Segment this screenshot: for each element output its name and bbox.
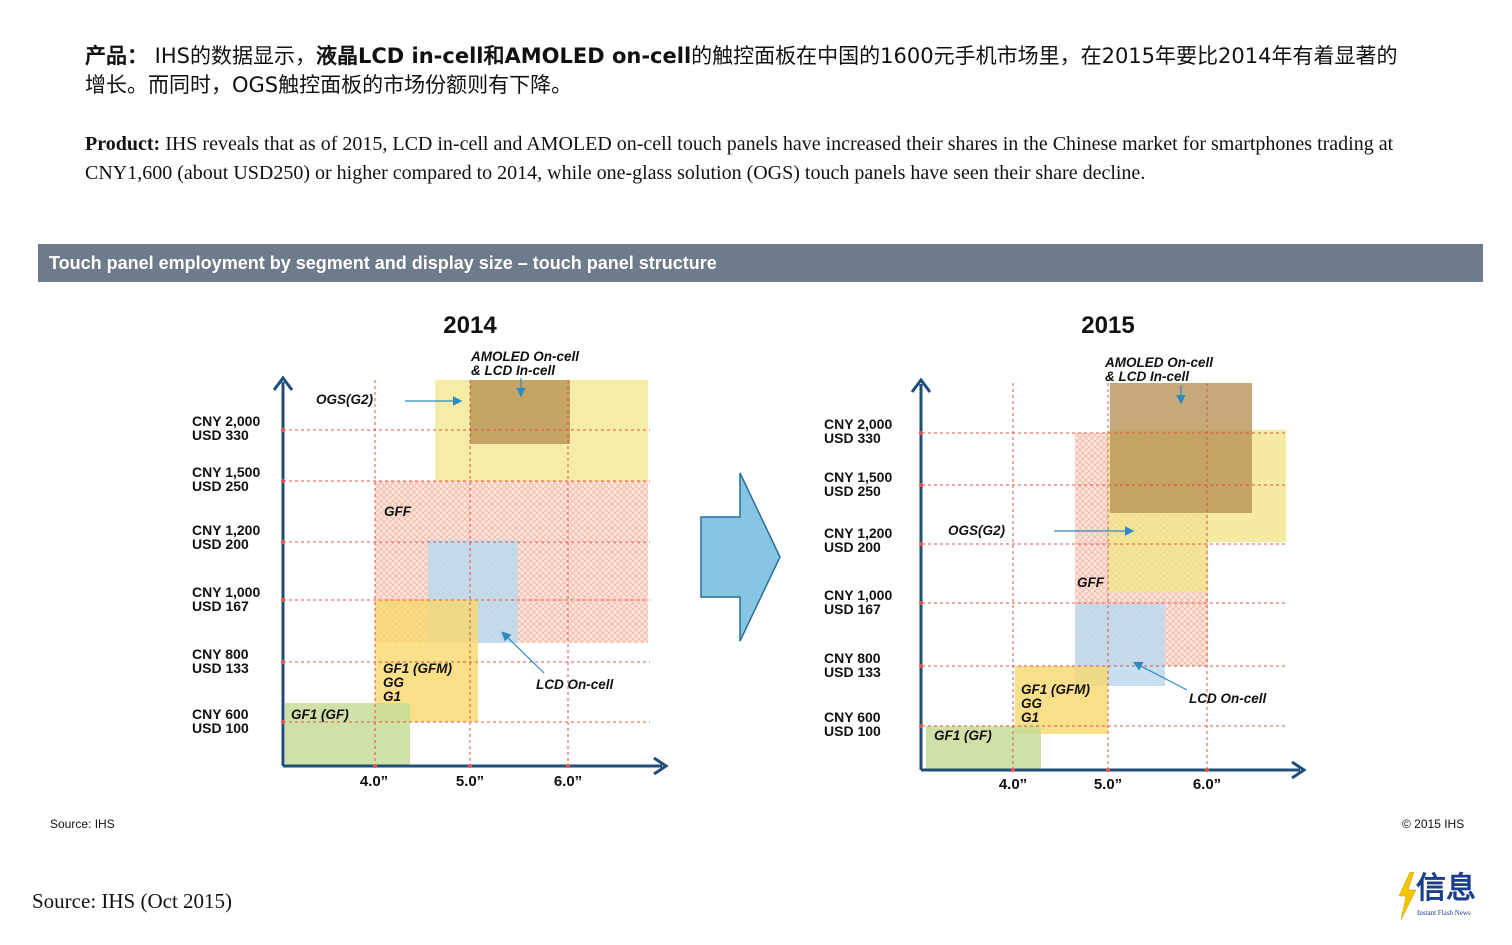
intro-chinese-bold: 液晶LCD in-cell和AMOLED on-cell <box>316 44 692 68</box>
y-label-usd-133: USD 133 <box>192 660 249 676</box>
x2-label-4: 4.0” <box>999 776 1027 793</box>
y2-label-usd-250: USD 250 <box>824 483 881 499</box>
y-label-cny-1000: CNY 1,000 <box>192 584 260 600</box>
intro-chinese-part1: IHS的数据显示， <box>148 44 316 68</box>
label-lcd-incell-2015: & LCD In-cell <box>1105 369 1189 384</box>
y-label-cny-1500: CNY 1,500 <box>192 464 260 480</box>
panel-2014: 2014 <box>192 312 669 790</box>
x-label-6: 6.0” <box>554 773 582 790</box>
region-gf1-gf-2014 <box>285 703 410 766</box>
label-gf1-gfm-2014: GF1 (GFM) <box>383 661 452 676</box>
region-amoled-2015 <box>1110 383 1252 513</box>
lightning-icon <box>1398 872 1417 920</box>
figure-source: Source: IHS <box>50 817 115 831</box>
label-gf1-gf-2014: GF1 (GF) <box>291 707 349 722</box>
y-label-cny-600: CNY 600 <box>192 706 249 722</box>
y2-label-usd-330: USD 330 <box>824 430 881 446</box>
x2-label-5: 5.0” <box>1094 776 1122 793</box>
region-gf1-gf-2015 <box>926 726 1041 770</box>
axis-dots-2014 <box>281 428 570 768</box>
page-source: Source: IHS (Oct 2015) <box>32 889 233 913</box>
label-gf1-gf-2015: GF1 (GF) <box>934 728 992 743</box>
label-lcd-incell-2014: & LCD In-cell <box>471 363 555 378</box>
brand-logo: 信息 Instant Flash News <box>1396 872 1486 924</box>
region-gf1-gfm-2014 <box>375 600 478 722</box>
gridlines-2014 <box>283 380 650 766</box>
intro-english-label: Product: <box>85 133 161 155</box>
label-gg-2015: GG <box>1021 696 1043 711</box>
y2-label-cny-800: CNY 800 <box>824 650 881 666</box>
y-label-usd-250: USD 250 <box>192 478 249 494</box>
intro-chinese-label: 产品： <box>85 44 148 68</box>
y2-label-usd-100: USD 100 <box>824 723 881 739</box>
x-label-4: 4.0” <box>360 773 388 790</box>
label-ogs-2014: OGS(G2) <box>316 392 374 407</box>
intro-chinese-part2: 的触控面板在中国的1600元手机市场里，在2015年要比2014年有着显著的增长… <box>85 44 1398 97</box>
y2-label-cny-2000: CNY 2,000 <box>824 416 892 432</box>
y-label-cny-1200: CNY 1,200 <box>192 522 260 538</box>
y-label-usd-167: USD 167 <box>192 598 249 614</box>
logo-text: 信息 <box>1416 871 1476 906</box>
axes-2015 <box>910 377 1307 780</box>
figure-copyright: © 2015 IHS <box>1402 817 1465 831</box>
label-amoled-2014: AMOLED On-cell <box>470 349 579 364</box>
intro-english: Product: IHS reveals that as of 2015, LC… <box>85 130 1415 188</box>
region-ogs-2015-lower <box>1108 540 1208 592</box>
y-label-usd-100: USD 100 <box>192 720 249 736</box>
gridlines-2015 <box>922 383 1288 770</box>
label-gg-2014: GG <box>383 675 405 690</box>
figure-title: Touch panel employment by segment and di… <box>49 253 717 273</box>
label-g1-2015: G1 <box>1021 710 1039 725</box>
logo-subtext: Instant Flash News <box>1417 909 1471 917</box>
year-label-2014: 2014 <box>443 312 497 339</box>
y2-label-cny-1000: CNY 1,000 <box>824 587 892 603</box>
figure-banner: Touch panel employment by segment and di… <box>38 244 1483 282</box>
y2-label-cny-1500: CNY 1,500 <box>824 469 892 485</box>
y2-label-usd-167: USD 167 <box>824 601 881 617</box>
label-amoled-2015: AMOLED On-cell <box>1104 355 1213 370</box>
axis-dots-2015 <box>919 431 1209 772</box>
label-gff-2015: GFF <box>1077 575 1105 590</box>
x2-label-6: 6.0” <box>1193 776 1221 793</box>
axes-2014 <box>272 375 669 776</box>
y2-label-usd-200: USD 200 <box>824 539 881 555</box>
region-gf1-gfm-2015 <box>1015 666 1108 734</box>
label-g1-2014: G1 <box>383 689 401 704</box>
panel-2015: 2015 CNY 2,000 <box>824 312 1307 793</box>
region-amoled-2014 <box>470 380 570 444</box>
label-ogs-2015: OGS(G2) <box>948 523 1006 538</box>
intro-english-text: IHS reveals that as of 2015, LCD in-cell… <box>85 133 1394 184</box>
y2-label-cny-1200: CNY 1,200 <box>824 525 892 541</box>
y-label-usd-330: USD 330 <box>192 427 249 443</box>
label-lcd-oncell-2015: LCD On-cell <box>1189 691 1267 706</box>
y-label-cny-2000: CNY 2,000 <box>192 413 260 429</box>
label-gff-2014: GFF <box>384 504 412 519</box>
year-label-2015: 2015 <box>1081 312 1134 339</box>
y-label-usd-200: USD 200 <box>192 536 249 552</box>
y-label-cny-800: CNY 800 <box>192 646 249 662</box>
y2-label-cny-600: CNY 600 <box>824 709 881 725</box>
label-lcd-oncell-2014: LCD On-cell <box>536 677 614 692</box>
x-label-5: 5.0” <box>456 773 484 790</box>
intro-chinese: 产品： IHS的数据显示，液晶LCD in-cell和AMOLED on-cel… <box>85 42 1415 100</box>
label-gf1-gfm-2015: GF1 (GFM) <box>1021 682 1090 697</box>
transition-arrow <box>700 472 781 642</box>
y2-label-usd-133: USD 133 <box>824 664 881 680</box>
